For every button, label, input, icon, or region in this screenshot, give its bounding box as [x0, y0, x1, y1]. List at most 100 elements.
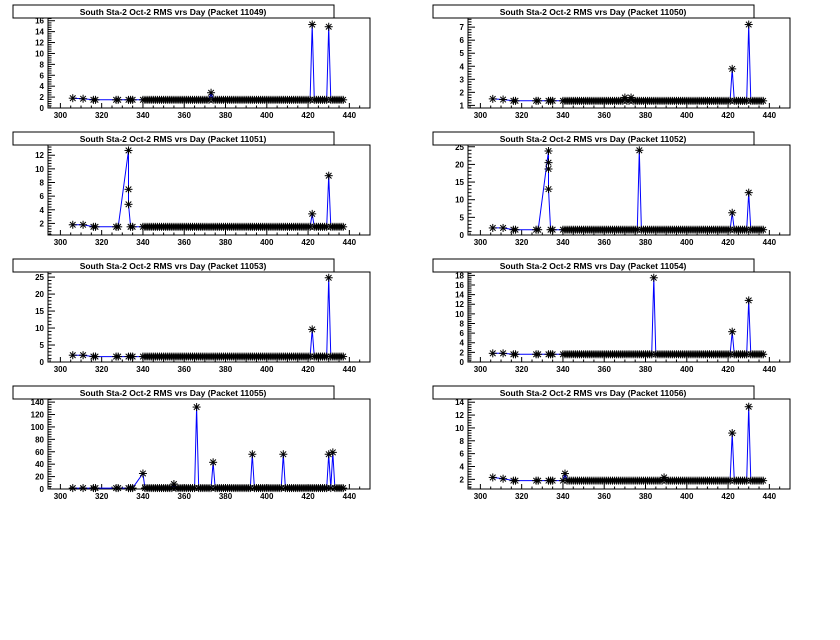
chart-title: South Sta-2 Oct-2 RMS vrs Day (Packet 11…: [80, 134, 267, 144]
x-tick-label: 360: [598, 492, 612, 501]
x-tick-label: 300: [474, 111, 488, 120]
data-line: [73, 151, 343, 227]
chart-title: South Sta-2 Oct-2 RMS vrs Day (Packet 11…: [80, 7, 267, 17]
y-tick-label: 8: [40, 179, 45, 188]
y-tick-label: 80: [35, 435, 44, 444]
data-point-marker: [69, 351, 77, 359]
data-point-marker: [650, 274, 658, 282]
y-tick-label: 5: [40, 341, 45, 350]
y-tick-label: 14: [35, 28, 44, 37]
y-tick-label: 18: [455, 271, 464, 280]
x-tick-label: 420: [721, 111, 735, 120]
plot-frame: [468, 18, 790, 108]
x-tick-label: 420: [721, 365, 735, 374]
y-tick-label: 8: [460, 319, 465, 328]
y-tick-label: 2: [460, 88, 465, 97]
chart-title: South Sta-2 Oct-2 RMS vrs Day (Packet 11…: [500, 134, 687, 144]
y-tick-label: 2: [460, 348, 465, 357]
x-tick-label: 380: [639, 492, 653, 501]
x-tick-label: 420: [721, 238, 735, 247]
data-point-marker: [728, 209, 736, 217]
data-point-marker: [79, 221, 87, 229]
y-tick-label: 0: [40, 104, 45, 113]
y-tick-label: 0: [460, 231, 465, 240]
data-point-marker: [129, 484, 137, 492]
y-tick-label: 8: [40, 60, 45, 69]
x-tick-label: 300: [54, 238, 68, 247]
y-tick-label: 15: [455, 178, 464, 187]
y-tick-label: 8: [460, 437, 465, 446]
x-tick-label: 300: [54, 365, 68, 374]
y-tick-label: 6: [40, 71, 45, 80]
x-tick-label: 400: [260, 111, 274, 120]
y-tick-label: 10: [455, 196, 464, 205]
data-point-marker: [114, 96, 122, 104]
x-tick-label: 360: [598, 111, 612, 120]
y-tick-label: 0: [40, 485, 45, 494]
x-tick-label: 380: [219, 238, 233, 247]
data-point-marker: [499, 349, 507, 357]
x-tick-label: 400: [680, 492, 694, 501]
x-tick-label: 300: [474, 365, 488, 374]
y-tick-label: 0: [460, 358, 465, 367]
data-point-marker: [339, 96, 347, 104]
data-point-marker: [545, 147, 553, 155]
x-tick-label: 360: [178, 111, 192, 120]
y-tick-label: 6: [460, 36, 465, 45]
data-point-marker: [561, 470, 569, 478]
data-point-marker: [511, 350, 519, 358]
y-tick-label: 16: [455, 281, 464, 290]
data-point-marker: [745, 189, 753, 197]
x-tick-label: 380: [219, 111, 233, 120]
data-point-marker: [635, 146, 643, 154]
x-tick-label: 340: [136, 111, 150, 120]
data-point-marker: [325, 172, 333, 180]
x-tick-label: 360: [178, 238, 192, 247]
data-point-marker: [207, 89, 215, 97]
x-tick-label: 440: [763, 111, 777, 120]
x-tick-label: 340: [556, 365, 570, 374]
y-tick-label: 25: [35, 273, 44, 282]
x-tick-label: 400: [260, 238, 274, 247]
data-point-marker: [511, 477, 519, 485]
x-tick-label: 440: [343, 365, 357, 374]
x-tick-label: 360: [598, 365, 612, 374]
y-tick-label: 4: [40, 206, 45, 215]
x-tick-label: 440: [763, 365, 777, 374]
data-point-marker: [511, 226, 519, 234]
y-tick-label: 12: [455, 411, 464, 420]
y-tick-label: 20: [35, 473, 44, 482]
y-tick-label: 6: [460, 450, 465, 459]
x-tick-label: 440: [763, 238, 777, 247]
y-tick-label: 4: [460, 339, 465, 348]
x-tick-label: 380: [639, 111, 653, 120]
data-point-marker: [325, 23, 333, 31]
y-tick-label: 20: [35, 290, 44, 299]
data-point-marker: [139, 469, 147, 477]
data-point-marker: [549, 477, 557, 485]
data-point-marker: [79, 484, 87, 492]
data-line: [493, 407, 763, 481]
y-tick-label: 4: [460, 62, 465, 71]
data-point-marker: [534, 97, 542, 105]
data-line: [73, 25, 343, 100]
data-point-marker: [745, 296, 753, 304]
y-tick-label: 3: [460, 75, 465, 84]
x-tick-label: 360: [178, 365, 192, 374]
y-tick-label: 5: [460, 49, 465, 58]
data-point-marker: [114, 223, 122, 231]
y-tick-label: 4: [40, 82, 45, 91]
x-tick-label: 420: [721, 492, 735, 501]
data-point-marker: [308, 325, 316, 333]
x-tick-label: 420: [301, 492, 315, 501]
x-tick-label: 320: [515, 492, 529, 501]
y-tick-label: 40: [35, 460, 44, 469]
data-point-marker: [193, 403, 201, 411]
y-tick-label: 6: [460, 329, 465, 338]
x-tick-label: 320: [515, 111, 529, 120]
plot-frame: [48, 399, 370, 489]
